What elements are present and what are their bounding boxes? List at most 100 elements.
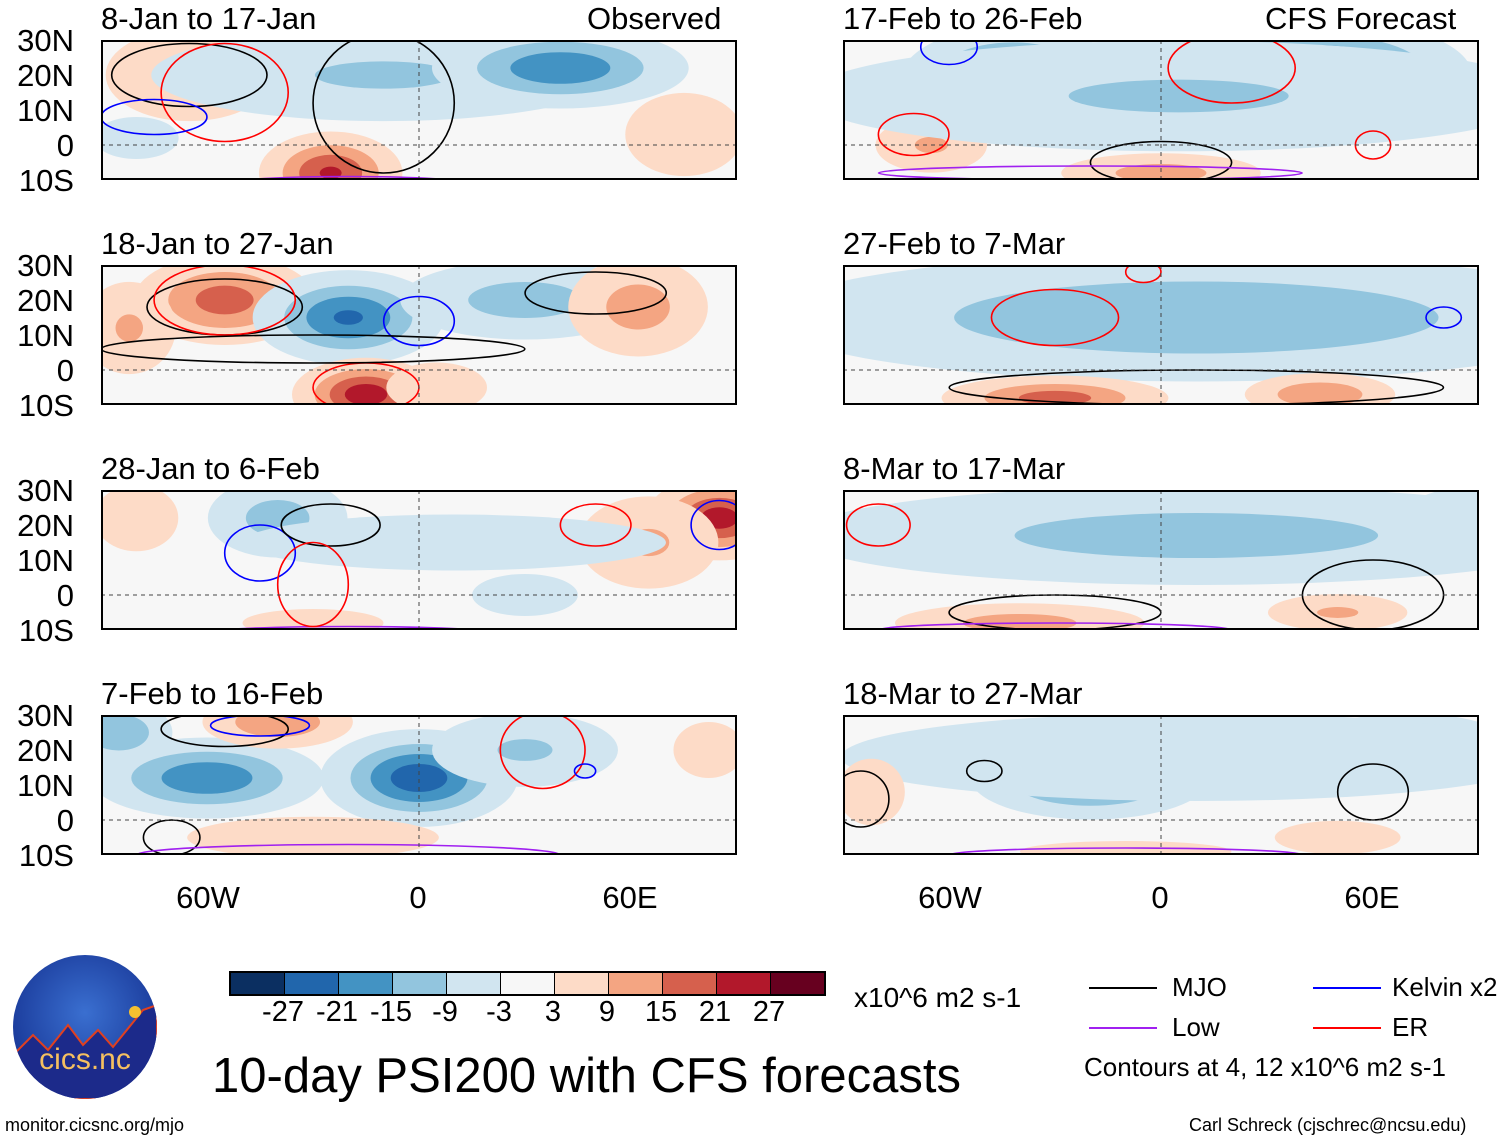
wave-contour [524, 271, 668, 315]
panel-frame [101, 40, 737, 180]
anomaly-contour-fill [625, 92, 737, 177]
wave-contour [877, 165, 1303, 180]
colorbar-swatch [717, 973, 771, 994]
wave-contour [843, 770, 890, 828]
wave-contour [234, 175, 463, 180]
anomaly-contour-fill [115, 314, 144, 342]
wave-contour [1089, 140, 1233, 180]
wave-contour [573, 763, 597, 779]
map-panel [101, 715, 737, 855]
colorbar-swatch [771, 973, 824, 994]
colorbar-swatch [447, 973, 501, 994]
wave-contour [877, 622, 1233, 630]
panel-title: 17-Feb to 26-Feb [843, 1, 1083, 36]
panel-title: 18-Jan to 27-Jan [101, 226, 334, 261]
wave-contour [990, 288, 1120, 347]
wave-contour [209, 715, 311, 737]
cics-logo: cics.nc [13, 955, 157, 1099]
anomaly-contour-fill [606, 284, 670, 330]
wave-contour [160, 715, 289, 748]
map-panel [843, 490, 1479, 630]
anomaly-contour-fill [161, 762, 253, 794]
figure-title: 10-day PSI200 with CFS forecasts [212, 1049, 961, 1103]
map-panel [843, 265, 1479, 405]
anomaly-contour-fill [333, 310, 363, 325]
anomaly-contour-fill [1014, 512, 1379, 559]
colorbar [229, 971, 826, 996]
lon-label-0: 0 [1151, 880, 1169, 915]
legend-label-kelvin: Kelvin x2 [1392, 972, 1498, 1002]
lon-label-0: 0 [409, 880, 427, 915]
lat-label: 0 [56, 353, 74, 388]
wave-contour [690, 499, 737, 551]
colorbar-swatch [339, 973, 393, 994]
logo-text: cics.nc [39, 1043, 131, 1076]
footer-credit: Carl Schreck (cjschrec@ncsu.edu) [1189, 1115, 1467, 1135]
lon-label-60e: 60E [1344, 880, 1400, 915]
colorbar-tick-label: -3 [486, 996, 512, 1028]
anomaly-contour-fill [497, 739, 553, 761]
legend-label-er: ER [1392, 1012, 1429, 1042]
lat-label: 30N [17, 248, 74, 283]
map-panel [843, 40, 1479, 180]
lat-label: 20N [17, 733, 74, 768]
anomaly-contour-fill [1277, 382, 1363, 405]
panel-frame [843, 265, 1479, 405]
mountain-icon [13, 1003, 157, 1099]
lat-label: 0 [56, 803, 74, 838]
wave-contour [276, 541, 350, 628]
wave-contour [559, 503, 632, 547]
map-panel [101, 490, 737, 630]
wave-contour [280, 503, 381, 547]
wave-contour [110, 42, 268, 108]
colorbar-tick-label: 9 [598, 996, 616, 1028]
wave-contour [1167, 40, 1296, 104]
anomaly-contour-fill [390, 763, 448, 793]
anomaly-contour-fill [314, 61, 453, 89]
lon-label-60w: 60W [918, 880, 982, 915]
anomaly-contour-fill [510, 52, 611, 84]
lat-label: 30N [17, 473, 74, 508]
colorbar-tick-label: -27 [262, 996, 304, 1028]
colorbar-swatch [555, 973, 609, 994]
colorbar-swatch [393, 973, 447, 994]
wave-contour [160, 42, 290, 143]
lon-label-60w: 60W [176, 880, 240, 915]
column-label-cfs-forecast: CFS Forecast [1265, 1, 1457, 36]
colorbar-units: x10^6 m2 s-1 [854, 982, 1022, 1013]
anomaly-contour-fill [101, 715, 149, 751]
legend-line-er [1313, 1027, 1381, 1029]
wave-contour [142, 819, 201, 855]
lat-label: 10S [18, 838, 74, 873]
lat-label: 10N [17, 318, 74, 353]
colorbar-swatch [285, 973, 339, 994]
lon-label-60e: 60E [602, 880, 658, 915]
anomaly-contour-fill [242, 609, 384, 630]
colorbar-tick-label: 21 [698, 996, 732, 1028]
lat-label: 10N [17, 768, 74, 803]
wave-contour [205, 625, 491, 630]
panel-frame [101, 490, 737, 630]
colorbar-tick-label: -15 [370, 996, 412, 1028]
footer-url[interactable]: monitor.cicsnc.org/mjo [5, 1115, 185, 1135]
panel-title: 8-Mar to 17-Mar [843, 451, 1066, 486]
panel-title: 18-Mar to 27-Mar [843, 676, 1083, 711]
wave-contour [312, 40, 456, 174]
anomaly-contour-fill [101, 490, 179, 552]
anomaly-contour-fill [673, 722, 737, 778]
column-label-observed: Observed [587, 1, 722, 36]
colorbar-swatch [663, 973, 717, 994]
anomaly-contour-fill [344, 383, 388, 405]
wave-contour [877, 112, 950, 157]
lat-label: 20N [17, 283, 74, 318]
lat-label: 20N [17, 508, 74, 543]
panel-title: 27-Feb to 7-Mar [843, 226, 1066, 261]
wave-contour [1124, 265, 1162, 284]
anomaly-contour-fill [954, 281, 1439, 354]
panel-frame [101, 715, 737, 855]
colorbar-swatch [609, 973, 663, 994]
panel-title: 8-Jan to 17-Jan [101, 1, 317, 36]
colorbar-tick-label: 3 [544, 996, 562, 1028]
anomaly-contour-fill [1068, 79, 1289, 113]
map-panel [101, 40, 737, 180]
